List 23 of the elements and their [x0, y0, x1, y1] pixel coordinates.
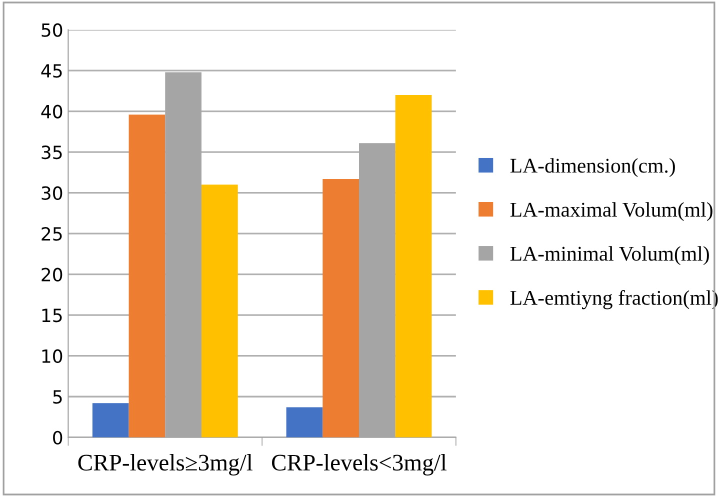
y-tick-label: 25 — [42, 227, 62, 241]
x-tick-label: CRP-levels≥3mg/l — [78, 454, 252, 476]
legend-label: LA-dimension(cm.) — [510, 158, 675, 177]
y-tick-label: 35 — [42, 146, 62, 160]
y-tick-label: 0 — [53, 430, 62, 444]
y-tick-label: 50 — [42, 23, 62, 37]
y-tick-label: 40 — [41, 104, 62, 118]
legend-label: LA-minimal Volum(ml) — [510, 246, 709, 266]
y-tick-label: 15 — [42, 308, 62, 322]
y-tick-label: 45 — [41, 64, 62, 78]
legend-label: LA-maximal Volum(ml) — [510, 202, 712, 222]
legend-label: LA-emtiyng fraction(ml) — [510, 290, 718, 310]
x-tick-label: CRP-levels<3mg/l — [272, 454, 447, 476]
bar — [128, 114, 166, 438]
y-tick-label: 20 — [42, 268, 62, 282]
y-tick-label: 10 — [42, 349, 62, 363]
y-tick-label: 30 — [42, 186, 62, 200]
bar — [395, 95, 432, 438]
bar — [201, 184, 238, 438]
bar — [286, 407, 323, 438]
bar — [322, 178, 359, 438]
bar — [92, 403, 129, 438]
y-tick-label: 5 — [53, 390, 62, 404]
